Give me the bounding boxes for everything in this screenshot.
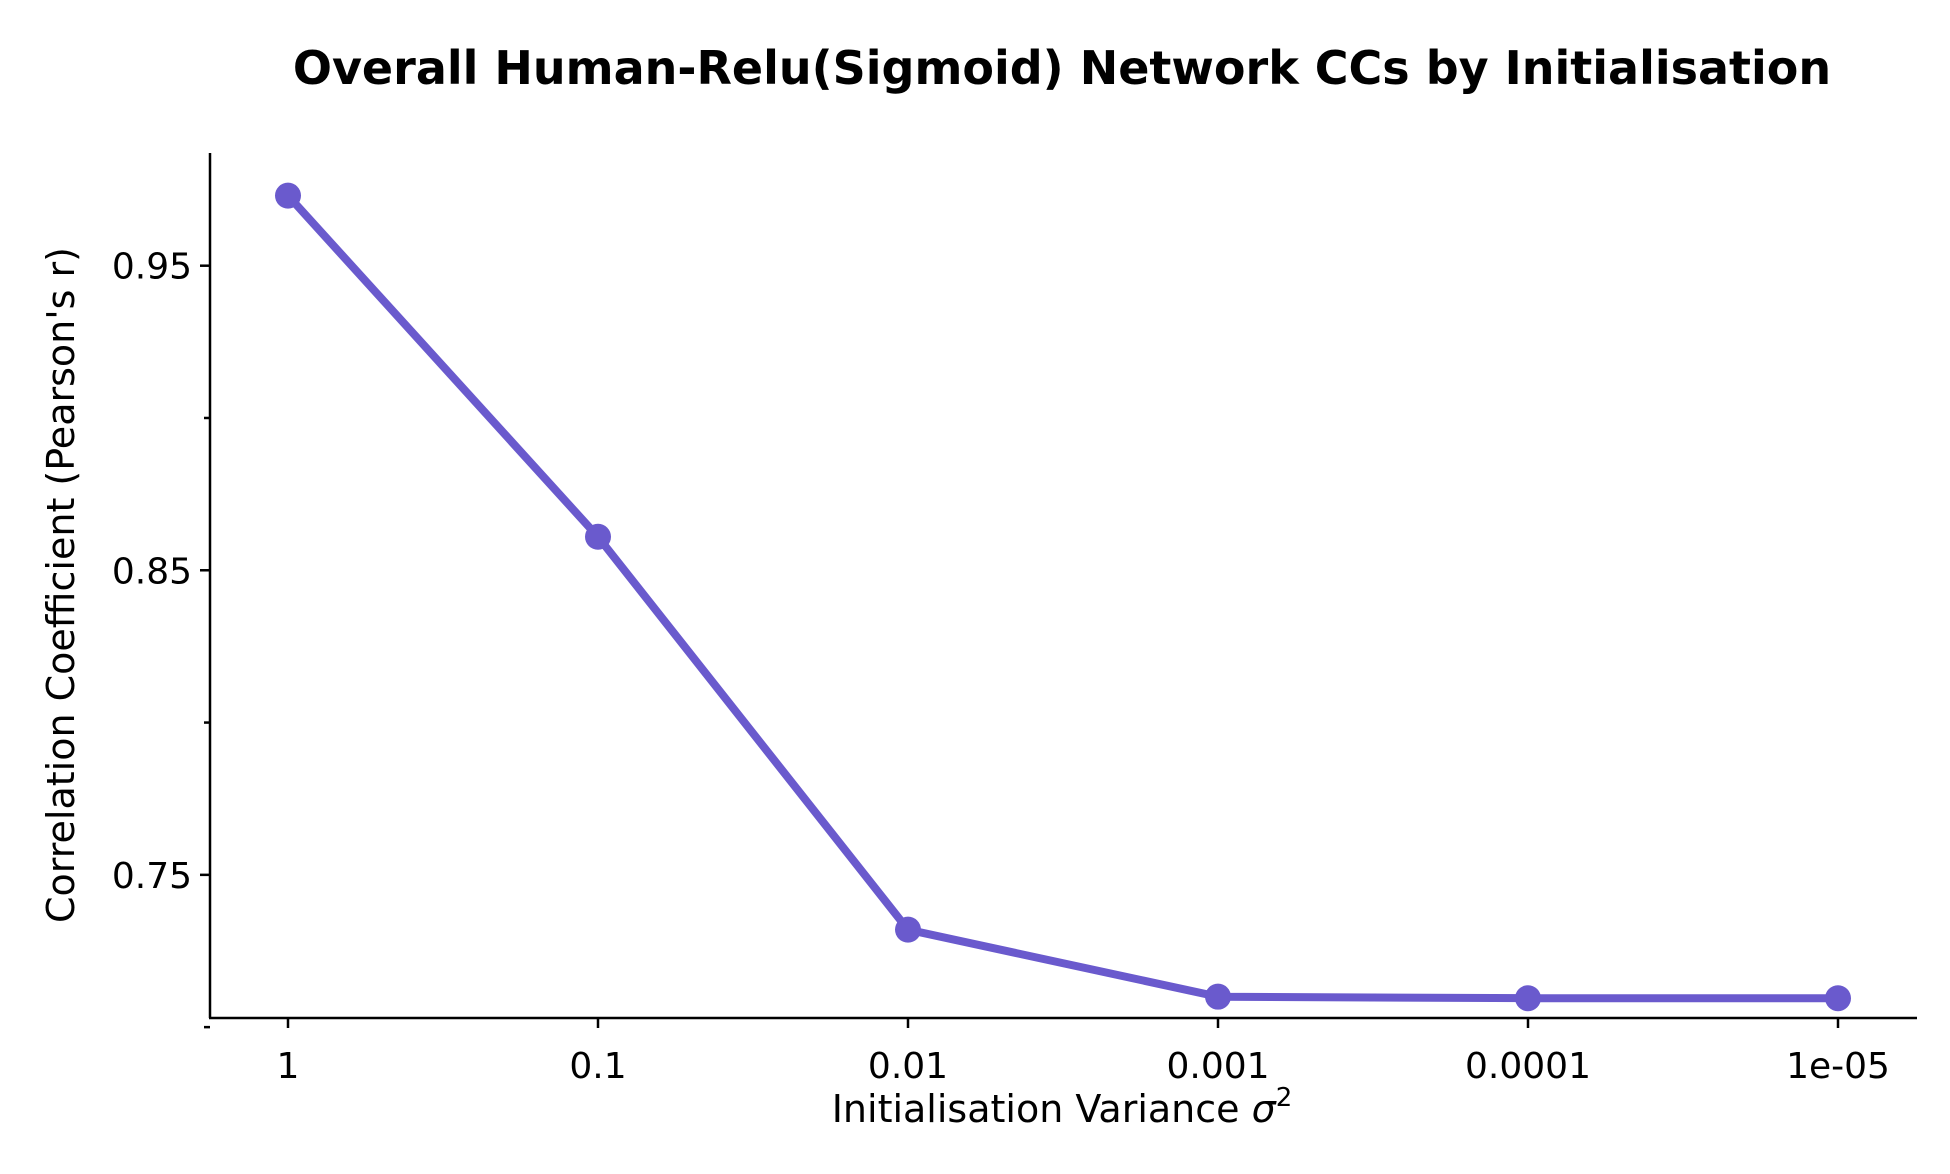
x-tick-label: 0.01 (868, 1046, 948, 1087)
chart-title: Overall Human-Relu(Sigmoid) Network CCs … (293, 41, 1831, 95)
series-layer (275, 182, 1851, 1012)
y-axis-label: Correlation Coefficient (Pearson's r) (39, 247, 83, 923)
x-axis-label-superscript: 2 (1276, 1083, 1293, 1113)
x-tick-label: 1e-05 (1786, 1046, 1890, 1087)
series-line (284, 191, 1842, 1003)
y-tick-label: 0.95 (112, 247, 192, 288)
y-tick-label: 0.85 (112, 551, 192, 592)
y-ticks: 0.95 0.85 0.75 (112, 247, 210, 1029)
data-point (1825, 985, 1851, 1012)
data-point (585, 523, 611, 550)
x-ticks: 1 0.1 0.01 0.001 0.0001 1e-05 (277, 1018, 1890, 1087)
data-point (1515, 985, 1541, 1012)
data-point (1205, 983, 1231, 1010)
data-point (275, 182, 301, 209)
y-tick-label: 0.75 (112, 856, 192, 897)
data-point (895, 916, 921, 943)
x-tick-label: 0.1 (569, 1046, 626, 1087)
axes (208, 153, 1917, 1020)
x-axis-label-text: Initialisation Variance (832, 1087, 1240, 1131)
x-tick-label: 0.001 (1166, 1046, 1269, 1087)
x-axis-label: Initialisation Variance σ2 (832, 1083, 1293, 1131)
x-tick-label: 1 (277, 1046, 300, 1087)
x-tick-label: 0.0001 (1465, 1046, 1591, 1087)
x-axis-label-symbol: σ (1252, 1087, 1278, 1131)
